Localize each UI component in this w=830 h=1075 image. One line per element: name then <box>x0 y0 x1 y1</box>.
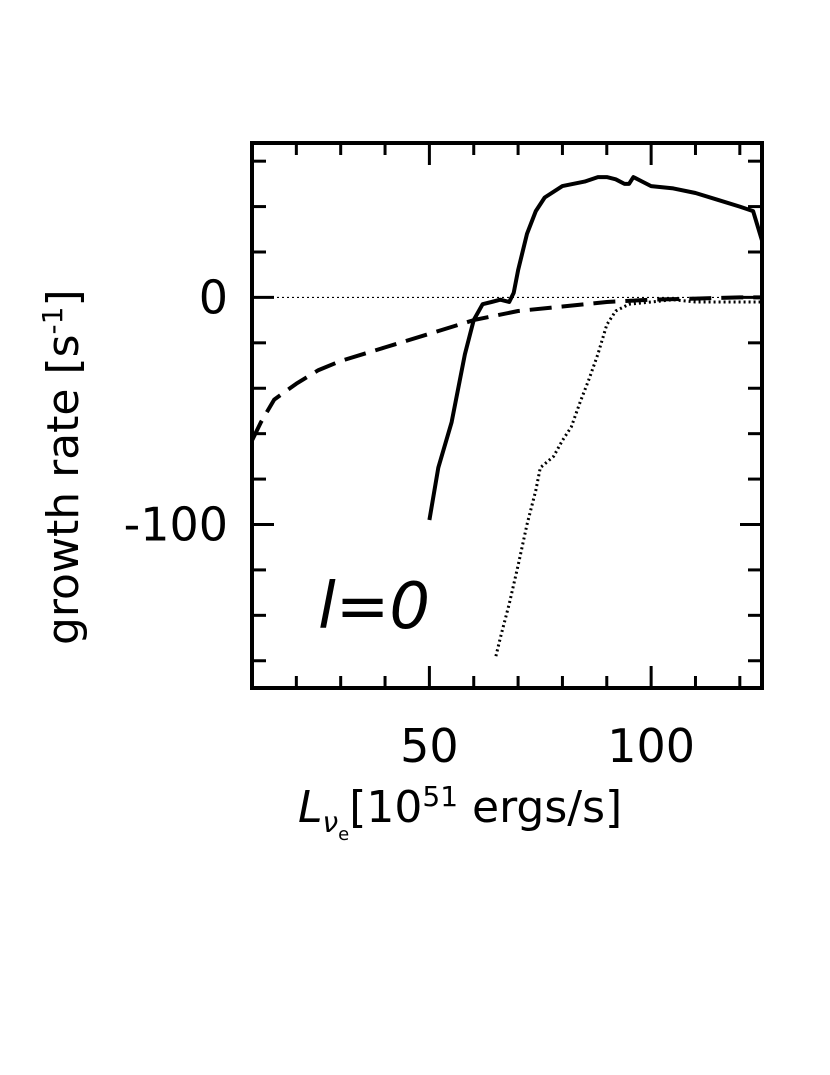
x-axis-label-subscript: ν <box>323 806 339 839</box>
x-axis-label-bracket: [10 <box>349 782 422 833</box>
x-axis-label-subsubscript: e <box>338 824 349 845</box>
plot-frame <box>250 141 764 690</box>
series-line-dotted <box>494 298 762 657</box>
y-axis-label-close: ] <box>38 289 89 306</box>
y-axis-label-text: growth rate [s <box>38 334 89 645</box>
y-tick-label: -100 <box>124 498 228 552</box>
panel-label: l=0 <box>318 570 430 644</box>
x-axis-label-exponent: 51 <box>422 780 458 813</box>
y-axis-label-exponent: -1 <box>36 307 69 335</box>
series-line-dashed <box>250 295 762 442</box>
y-tick-label: 0 <box>199 270 228 324</box>
x-axis-label: Lνe[1051 ergs/s] <box>298 780 622 845</box>
ticks <box>250 143 762 688</box>
x-axis-label-symbol: L <box>298 782 323 833</box>
x-axis-label-unit: ergs/s] <box>458 782 622 833</box>
x-tick-label: 50 <box>400 719 459 773</box>
tick-labels: 50 100 -100 0 <box>124 270 695 773</box>
series-line-solid <box>427 175 764 521</box>
series-group <box>250 175 764 657</box>
y-axis-label: growth rate [s-1] <box>36 289 89 645</box>
x-tick-label: 100 <box>607 719 695 773</box>
